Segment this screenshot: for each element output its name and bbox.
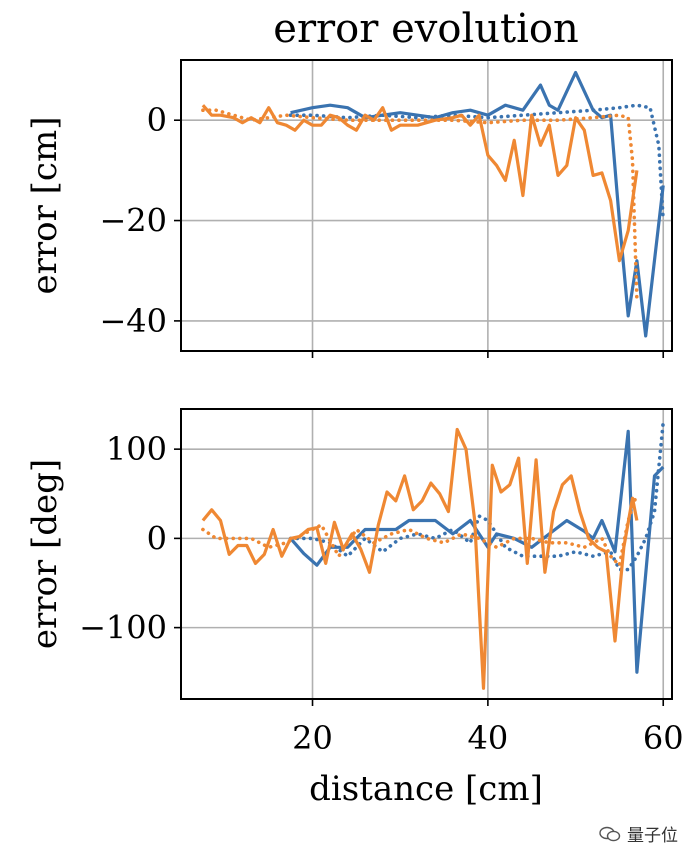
series-line-4 — [201, 108, 639, 303]
series-line-2 — [288, 103, 666, 223]
x-axis-label: distance [cm] — [309, 769, 543, 809]
y-tick-label: −20 — [99, 202, 167, 240]
plot-frame — [180, 59, 673, 352]
x-tick-label: 40 — [468, 719, 509, 757]
y-tick-label: 100 — [106, 430, 167, 468]
series-line-3 — [201, 104, 639, 263]
series-line-2 — [288, 420, 666, 572]
series-line-1 — [290, 70, 665, 338]
x-tick-label: 20 — [292, 719, 333, 757]
y-axis-label: error [deg] — [25, 459, 65, 649]
y-tick-label: −100 — [79, 609, 167, 647]
watermark: 量子位 — [599, 821, 678, 846]
position-error-panel: 0 −20 −40 error [cm] — [25, 59, 673, 358]
orientation-error-panel: 20 40 60 100 0 −100 error [deg] — [25, 408, 684, 757]
series-line-4 — [201, 491, 639, 568]
plot-frame — [180, 408, 673, 700]
chart-title: error evolution — [273, 6, 578, 52]
wechat-icon — [599, 826, 621, 841]
y-tick-label: −40 — [99, 302, 167, 340]
y-tick-label: 0 — [147, 519, 167, 557]
x-tick-label: 60 — [643, 719, 684, 757]
watermark-text: 量子位 — [627, 826, 678, 846]
y-tick-label: 0 — [147, 101, 167, 139]
series-line-3 — [201, 427, 639, 690]
y-axis-label: error [cm] — [25, 117, 65, 295]
